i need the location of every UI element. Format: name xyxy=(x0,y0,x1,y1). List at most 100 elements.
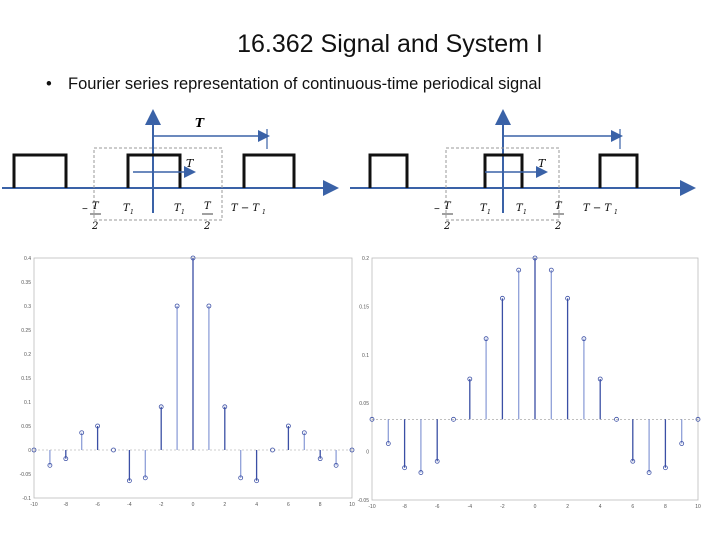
label-T-pos: T xyxy=(204,201,212,212)
x-tick-label: 10 xyxy=(349,502,355,508)
y-tick-label: -0.05 xyxy=(20,472,32,478)
x-tick-label: -2 xyxy=(159,502,164,508)
bullet-dot: • xyxy=(46,75,52,93)
label-T-mid: T xyxy=(186,157,195,170)
stem-marker xyxy=(254,478,260,484)
label-2-pos: 2 xyxy=(203,221,210,232)
label-minus: − xyxy=(82,204,88,215)
y-tick-label: -0.1 xyxy=(22,496,31,502)
y-tick-label: 0.2 xyxy=(24,352,31,358)
stem-marker xyxy=(614,416,619,422)
stem-marker xyxy=(695,416,701,422)
x-tick-label: 4 xyxy=(599,504,602,510)
pulse-3 xyxy=(598,153,639,188)
x-tick-label: -8 xyxy=(402,504,407,510)
label-T-neg: T xyxy=(92,201,100,212)
y-tick-label: 0.35 xyxy=(21,280,31,286)
label-T-minus-T1: T − T xyxy=(231,203,260,214)
stem-marker xyxy=(317,456,323,462)
label-T1-a-sub: 1 xyxy=(130,209,134,216)
x-tick-label: 6 xyxy=(287,502,290,508)
stem-marker xyxy=(126,478,132,484)
stem-marker xyxy=(483,336,489,342)
stem-marker xyxy=(418,470,424,475)
label-T1-b-sub: 1 xyxy=(523,209,527,216)
y-tick-label: 0.15 xyxy=(21,376,31,382)
stem-marker xyxy=(402,465,407,471)
label-T1-b: T xyxy=(516,203,524,214)
stem-plot-left: 0.4 0.35 0.3 0.25 0.2 0.15 0.1 0.05 0 -0.05 -0.1-1… xyxy=(20,255,355,508)
stem-marker xyxy=(47,462,53,468)
stem-marker xyxy=(158,404,164,410)
stem-marker xyxy=(467,376,473,382)
stem-marker xyxy=(662,465,668,471)
stem-marker xyxy=(597,376,603,382)
stem-marker xyxy=(190,255,196,261)
stem-marker xyxy=(142,475,148,481)
bullet-item: • Fourier series representation of contin… xyxy=(46,75,541,94)
label-T1-a: T xyxy=(480,203,488,214)
x-tick-label: 2 xyxy=(223,502,226,508)
y-tick-label: 0.4 xyxy=(24,256,31,262)
label-T-top: T xyxy=(195,116,205,130)
label-T-minus-T1: T − T xyxy=(583,203,612,214)
y-tick-label: 0 xyxy=(366,450,369,456)
y-tick-label: 0.15 xyxy=(359,304,369,310)
pulse-1 xyxy=(368,153,409,188)
x-tick-label: -10 xyxy=(30,502,37,508)
y-tick-label: 0 xyxy=(28,448,31,454)
stem-marker xyxy=(451,416,456,422)
stem-marker xyxy=(581,336,587,342)
x-tick-label: -6 xyxy=(95,502,100,508)
stem-marker xyxy=(679,441,685,446)
x-tick-label: -4 xyxy=(127,502,132,508)
label-2-neg: 2 xyxy=(91,221,98,232)
label-T1-b: T xyxy=(174,203,182,214)
stem-marker xyxy=(270,447,275,453)
x-tick-label: 4 xyxy=(255,502,258,508)
x-tick-label: 0 xyxy=(534,504,537,510)
label-T1-b-sub: 1 xyxy=(181,209,185,216)
label-2-pos: 2 xyxy=(554,221,561,232)
x-tick-label: 2 xyxy=(566,504,569,510)
stem-marker xyxy=(174,303,180,309)
y-tick-label: -0.05 xyxy=(358,498,370,504)
label-T1-a: T xyxy=(123,203,131,214)
label-T-pos: T xyxy=(555,201,563,212)
x-tick-label: 8 xyxy=(319,502,322,508)
stem-marker xyxy=(565,295,571,301)
label-minus: − xyxy=(434,204,440,215)
x-tick-label: -10 xyxy=(368,504,375,510)
stem-marker xyxy=(301,430,307,436)
pulse-1 xyxy=(12,153,68,188)
label-T-neg: T xyxy=(444,201,452,212)
stem-marker xyxy=(79,430,85,436)
x-tick-label: -4 xyxy=(468,504,473,510)
y-tick-label: 0.1 xyxy=(362,353,369,359)
stem-marker xyxy=(630,458,636,464)
stem-marker xyxy=(385,441,391,446)
stem-plot-right: 0.2 0.15 0.1 0.05 0 -0.05-10 -8 -6 -4 -2 0 2 4 6 8 10 xyxy=(358,255,701,510)
stem-marker xyxy=(333,462,339,468)
label-T-minus-T1-sub: 1 xyxy=(262,209,266,216)
pulse-diagram-right: T − T 2 T 1 T 1 T 2 T − T 1 xyxy=(350,109,696,232)
stem-marker xyxy=(516,267,522,273)
x-tick-label: -6 xyxy=(435,504,440,510)
y-tick-label: 0.05 xyxy=(21,424,31,430)
x-tick-label: -2 xyxy=(500,504,505,510)
stem-marker xyxy=(285,423,291,429)
period-box xyxy=(445,147,560,221)
pulse-3 xyxy=(242,153,296,188)
label-2-neg: 2 xyxy=(443,221,450,232)
y-tick-label: 0.2 xyxy=(362,256,369,262)
label-T1-a-sub: 1 xyxy=(487,209,491,216)
period-box xyxy=(93,147,223,221)
stem-marker xyxy=(548,267,554,273)
stem-marker xyxy=(646,470,652,475)
slide-title: 16.362 Signal and System I xyxy=(237,30,543,58)
y-tick-label: 0.3 xyxy=(24,304,31,310)
x-tick-label: 10 xyxy=(695,504,701,510)
label-T-minus-T1-sub: 1 xyxy=(614,209,618,216)
stem-marker xyxy=(499,295,505,301)
label-T-mid: T xyxy=(538,157,547,170)
